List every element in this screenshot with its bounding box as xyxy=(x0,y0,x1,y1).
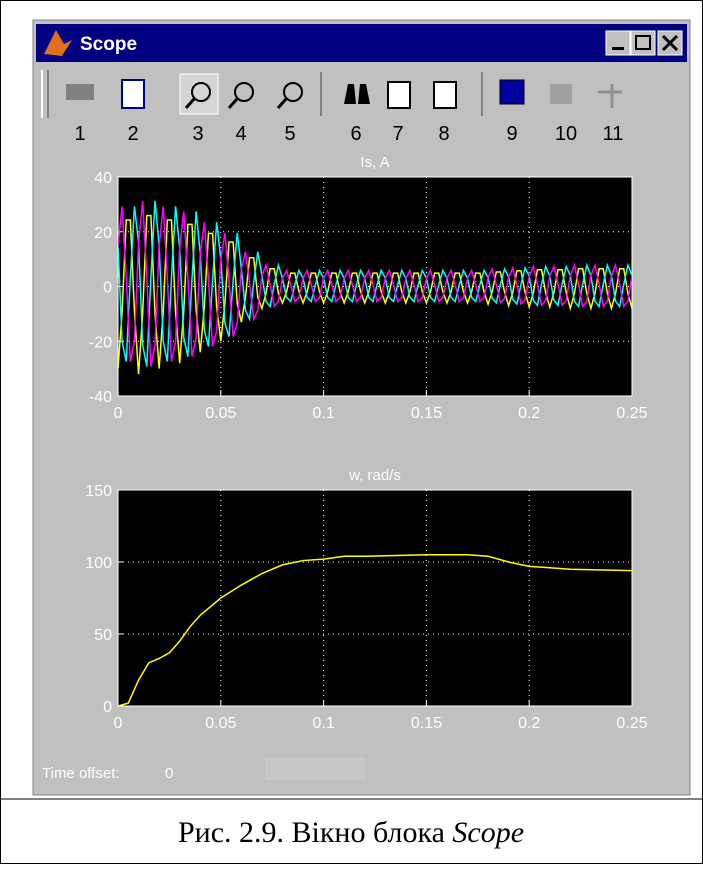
toolbar-number: 2 xyxy=(127,123,138,145)
chart-title: Is, A xyxy=(360,154,389,171)
x-tick-label: 0.2 xyxy=(518,715,540,732)
time-offset-label: Time offset: xyxy=(42,765,120,782)
x-tick-label: 0.1 xyxy=(312,405,334,422)
y-tick-label: 40 xyxy=(94,170,112,187)
caption-text: Рис. 2.9. Вікно блока xyxy=(178,816,452,849)
x-tick-label: 0.05 xyxy=(205,405,236,422)
toolbar-number: 11 xyxy=(603,123,624,145)
toolbar-number: 10 xyxy=(555,123,577,145)
window-buttons[interactable] xyxy=(606,31,682,55)
toolbar-number: 8 xyxy=(438,123,449,145)
save-axes-icon[interactable] xyxy=(388,82,410,108)
zoom-button-pressed[interactable] xyxy=(180,74,218,114)
minimize-glyph xyxy=(612,47,624,50)
toolbar-number: 5 xyxy=(284,123,295,145)
x-tick-label: 0.15 xyxy=(411,715,442,732)
figure-caption: Рис. 2.9. Вікно блока Scope xyxy=(178,816,524,849)
minimize-button[interactable] xyxy=(606,31,630,55)
x-tick-label: 0.25 xyxy=(616,715,647,732)
toolbar-number: 4 xyxy=(235,123,246,145)
y-tick-label: 150 xyxy=(85,483,112,500)
x-tick-label: 0.05 xyxy=(205,715,236,732)
print-icon[interactable] xyxy=(66,84,94,100)
chart-title: w, rad/s xyxy=(348,467,401,484)
toolbar-number: 1 xyxy=(74,123,85,145)
y-tick-label: 50 xyxy=(94,627,112,644)
lock-axes-icon[interactable] xyxy=(550,84,572,104)
page: Scope Time offset: 0 Рис. 2.9. Вікно бло… xyxy=(0,0,703,864)
y-tick-label: 0 xyxy=(103,699,112,716)
time-offset-value: 0 xyxy=(165,765,173,782)
toolbar-number: 3 xyxy=(192,123,203,145)
toolbar-number: 6 xyxy=(350,123,361,145)
x-tick-label: 0.2 xyxy=(518,405,540,422)
x-tick-label: 0 xyxy=(114,405,123,422)
y-tick-label: -20 xyxy=(89,334,112,351)
floating-scope-icon[interactable] xyxy=(500,80,524,104)
time-offset-box xyxy=(265,758,365,780)
y-tick-label: 20 xyxy=(94,225,112,242)
toolbar-number: 7 xyxy=(392,123,403,145)
y-tick-label: 0 xyxy=(103,280,112,297)
plot-area xyxy=(118,490,632,706)
window-title: Scope xyxy=(80,34,137,55)
y-tick-label: 100 xyxy=(85,555,112,572)
y-tick-label: -40 xyxy=(89,389,112,406)
toolbar-number: 9 xyxy=(506,123,517,145)
restore-axes-icon[interactable] xyxy=(434,82,456,108)
caption-emphasis: Scope xyxy=(452,816,524,849)
x-tick-label: 0.1 xyxy=(312,715,334,732)
x-tick-label: 0 xyxy=(114,715,123,732)
maximize-button[interactable] xyxy=(631,31,655,55)
x-tick-label: 0.25 xyxy=(616,405,647,422)
properties-icon[interactable] xyxy=(122,80,144,108)
screenshot: Scope Time offset: 0 Рис. 2.9. Вікно бло… xyxy=(0,0,703,864)
x-tick-label: 0.15 xyxy=(411,405,442,422)
